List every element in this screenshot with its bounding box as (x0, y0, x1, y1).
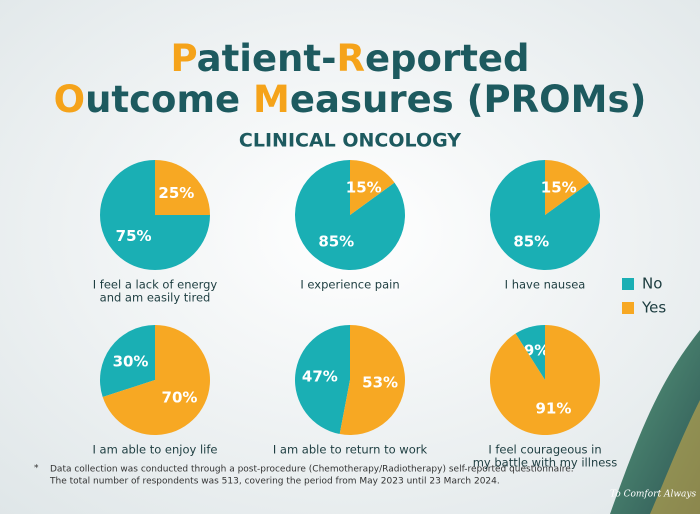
pie-slice (100, 325, 155, 397)
footnote: Data collection was conducted through a … (50, 465, 574, 475)
slice-label: 30% (113, 353, 149, 371)
pie-slice (294, 325, 350, 435)
title-line: Patient-Reported (170, 37, 529, 80)
chart-caption: my battle with my illness (473, 456, 618, 470)
pie-slice (294, 160, 405, 270)
pie-slice (515, 325, 545, 380)
legend-swatch (622, 278, 634, 290)
slice-label: 91% (535, 400, 571, 418)
pie-slice (490, 325, 601, 435)
footnote-marker: * (34, 464, 39, 474)
chart-caption: I am able to return to work (273, 443, 428, 457)
title-line: Outcome Measures (PROMs) (54, 78, 647, 121)
pie-slice (545, 160, 590, 215)
slice-label: 85% (318, 232, 354, 250)
slice-label: 25% (158, 184, 194, 202)
leaf-decoration (650, 400, 700, 514)
slice-label: 75% (116, 227, 152, 245)
pie-slice (102, 325, 210, 435)
slice-label: 47% (302, 368, 338, 386)
footnote: The total number of respondents was 513,… (49, 477, 500, 487)
chart-caption: I feel courageous in (488, 443, 601, 457)
pie-slice (155, 160, 210, 215)
pie-slice (350, 160, 395, 215)
slice-label: 15% (346, 179, 382, 197)
subtitle: CLINICAL ONCOLOGY (239, 130, 461, 152)
chart-caption: and am easily tired (100, 291, 211, 305)
slice-label: 85% (513, 232, 549, 250)
chart-caption: I have nausea (505, 278, 586, 292)
legend-swatch (622, 302, 634, 314)
legend-label: Yes (641, 299, 666, 317)
slice-label: 15% (541, 179, 577, 197)
legend-label: No (642, 275, 662, 293)
slice-label: 9% (524, 341, 549, 359)
pie-slice (339, 325, 405, 435)
chart-caption: I experience pain (300, 278, 399, 292)
chart-caption: I feel a lack of energy (93, 278, 218, 292)
slice-label: 70% (162, 388, 198, 406)
slice-label: 53% (362, 373, 398, 391)
signature: To Comfort Always (610, 490, 696, 500)
chart-caption: I am able to enjoy life (93, 443, 218, 457)
